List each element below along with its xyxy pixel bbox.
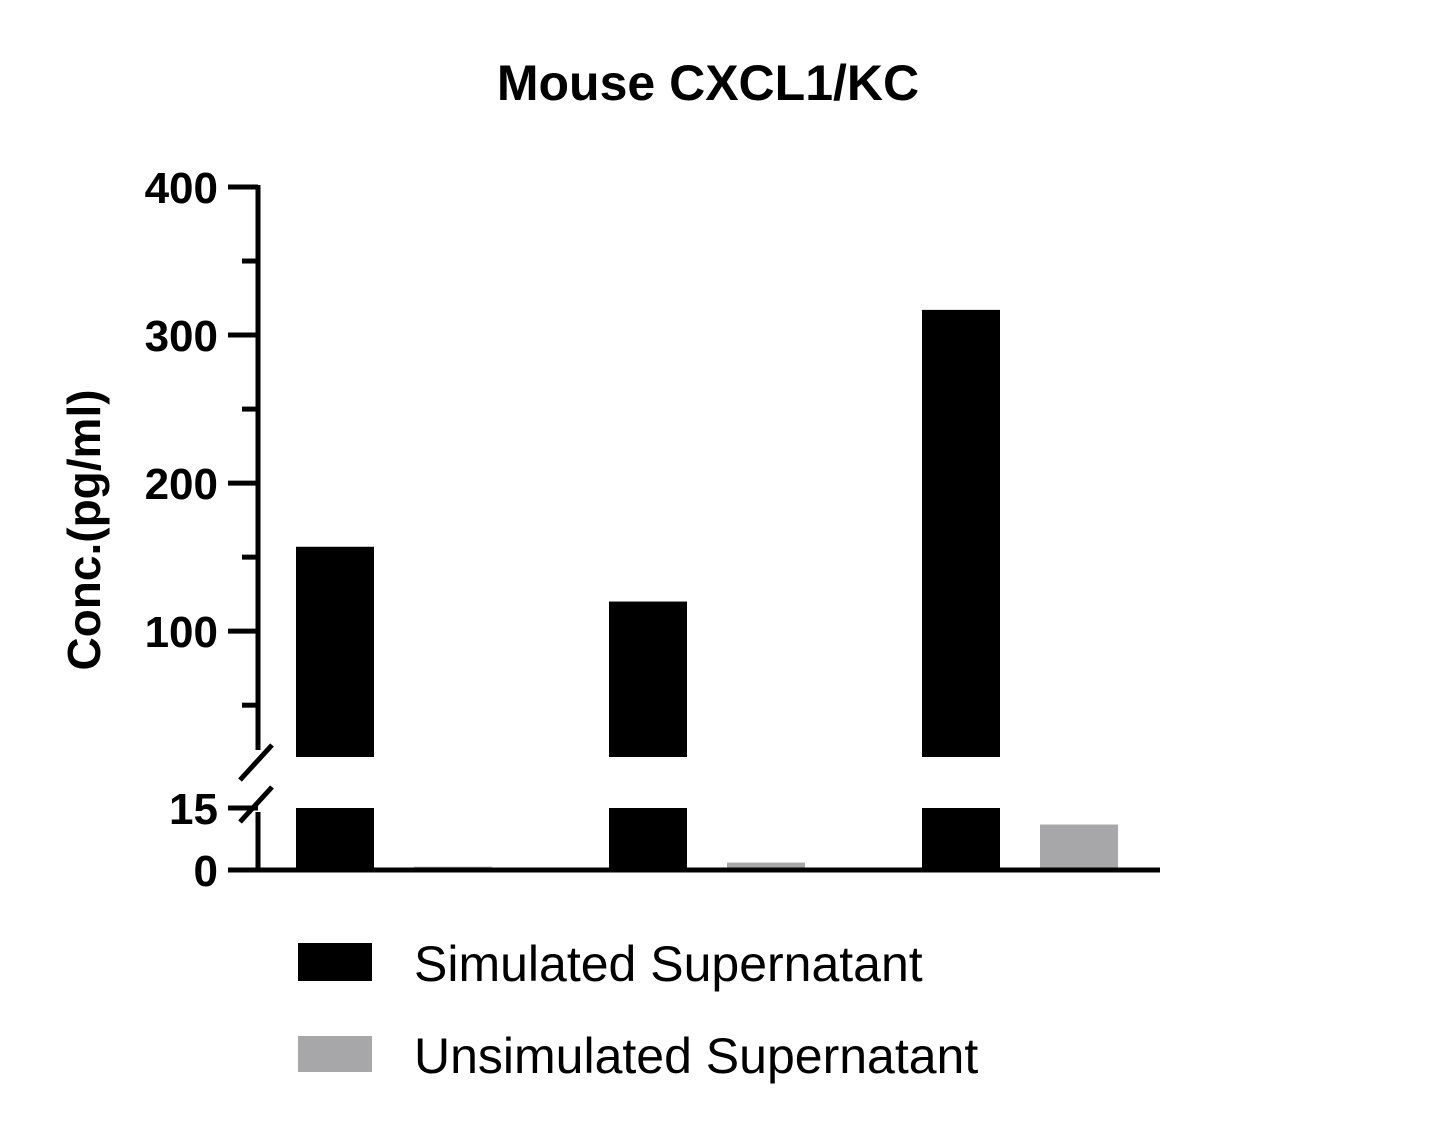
bar-simulated-3-upper: [922, 309, 1000, 757]
bar-simulated-1-upper: [296, 546, 374, 757]
axis-break-mark-bottom: [238, 785, 274, 824]
y-tick-label: 15: [169, 785, 218, 834]
legend-label-simulated: Simulated Supernatant: [414, 936, 923, 992]
y-tick-label: 0: [194, 847, 218, 896]
bar-simulated-2-lower: [609, 808, 687, 870]
legend-swatch-simulated: [298, 943, 372, 981]
legend-swatch-unsimulated: [298, 1036, 372, 1072]
y-tick-label: 300: [145, 312, 218, 361]
axes-layer: [238, 185, 1160, 873]
y-tick-label: 400: [145, 164, 218, 213]
bars-layer: [296, 309, 1118, 870]
chart-title: Mouse CXCL1/KC: [497, 55, 919, 111]
bar-unsimulated-3: [1040, 824, 1118, 870]
axis-break-mark-top: [238, 743, 274, 782]
ticks-layer: 100 200 300 400 0 15: [145, 164, 258, 896]
y-tick-label: 100: [145, 608, 218, 657]
bar-simulated-3-lower: [922, 808, 1000, 870]
bar-unsimulated-2: [727, 862, 805, 870]
y-tick-label: 200: [145, 460, 218, 509]
legend: Simulated Supernatant Unsimulated Supern…: [298, 936, 978, 1084]
y-axis-label: Conc.(pg/ml): [58, 389, 110, 670]
legend-label-unsimulated: Unsimulated Supernatant: [414, 1028, 978, 1084]
bar-simulated-2-upper: [609, 601, 687, 757]
bar-simulated-1-lower: [296, 808, 374, 870]
